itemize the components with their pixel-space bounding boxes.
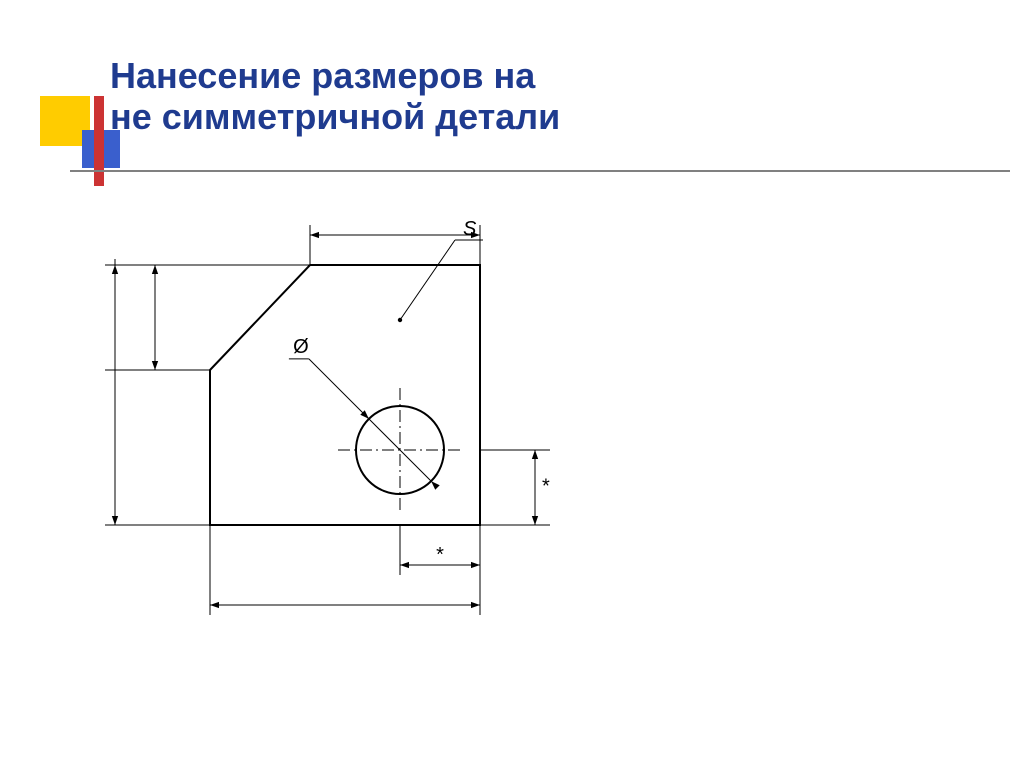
decor-red-bar [94,96,104,186]
svg-text:S: S [463,218,477,240]
svg-text:Ø: Ø [293,336,309,358]
slide-title: Нанесение размеров на не симметричной де… [110,55,560,138]
decor-rule [70,170,1010,172]
technical-drawing: * * Ø S [100,215,660,725]
slide: Нанесение размеров на не симметричной де… [0,0,1024,767]
svg-text:*: * [542,476,550,498]
title-line-1: Нанесение размеров на [110,55,535,96]
title-line-2: не симметричной детали [110,96,560,137]
svg-text:*: * [436,544,444,566]
